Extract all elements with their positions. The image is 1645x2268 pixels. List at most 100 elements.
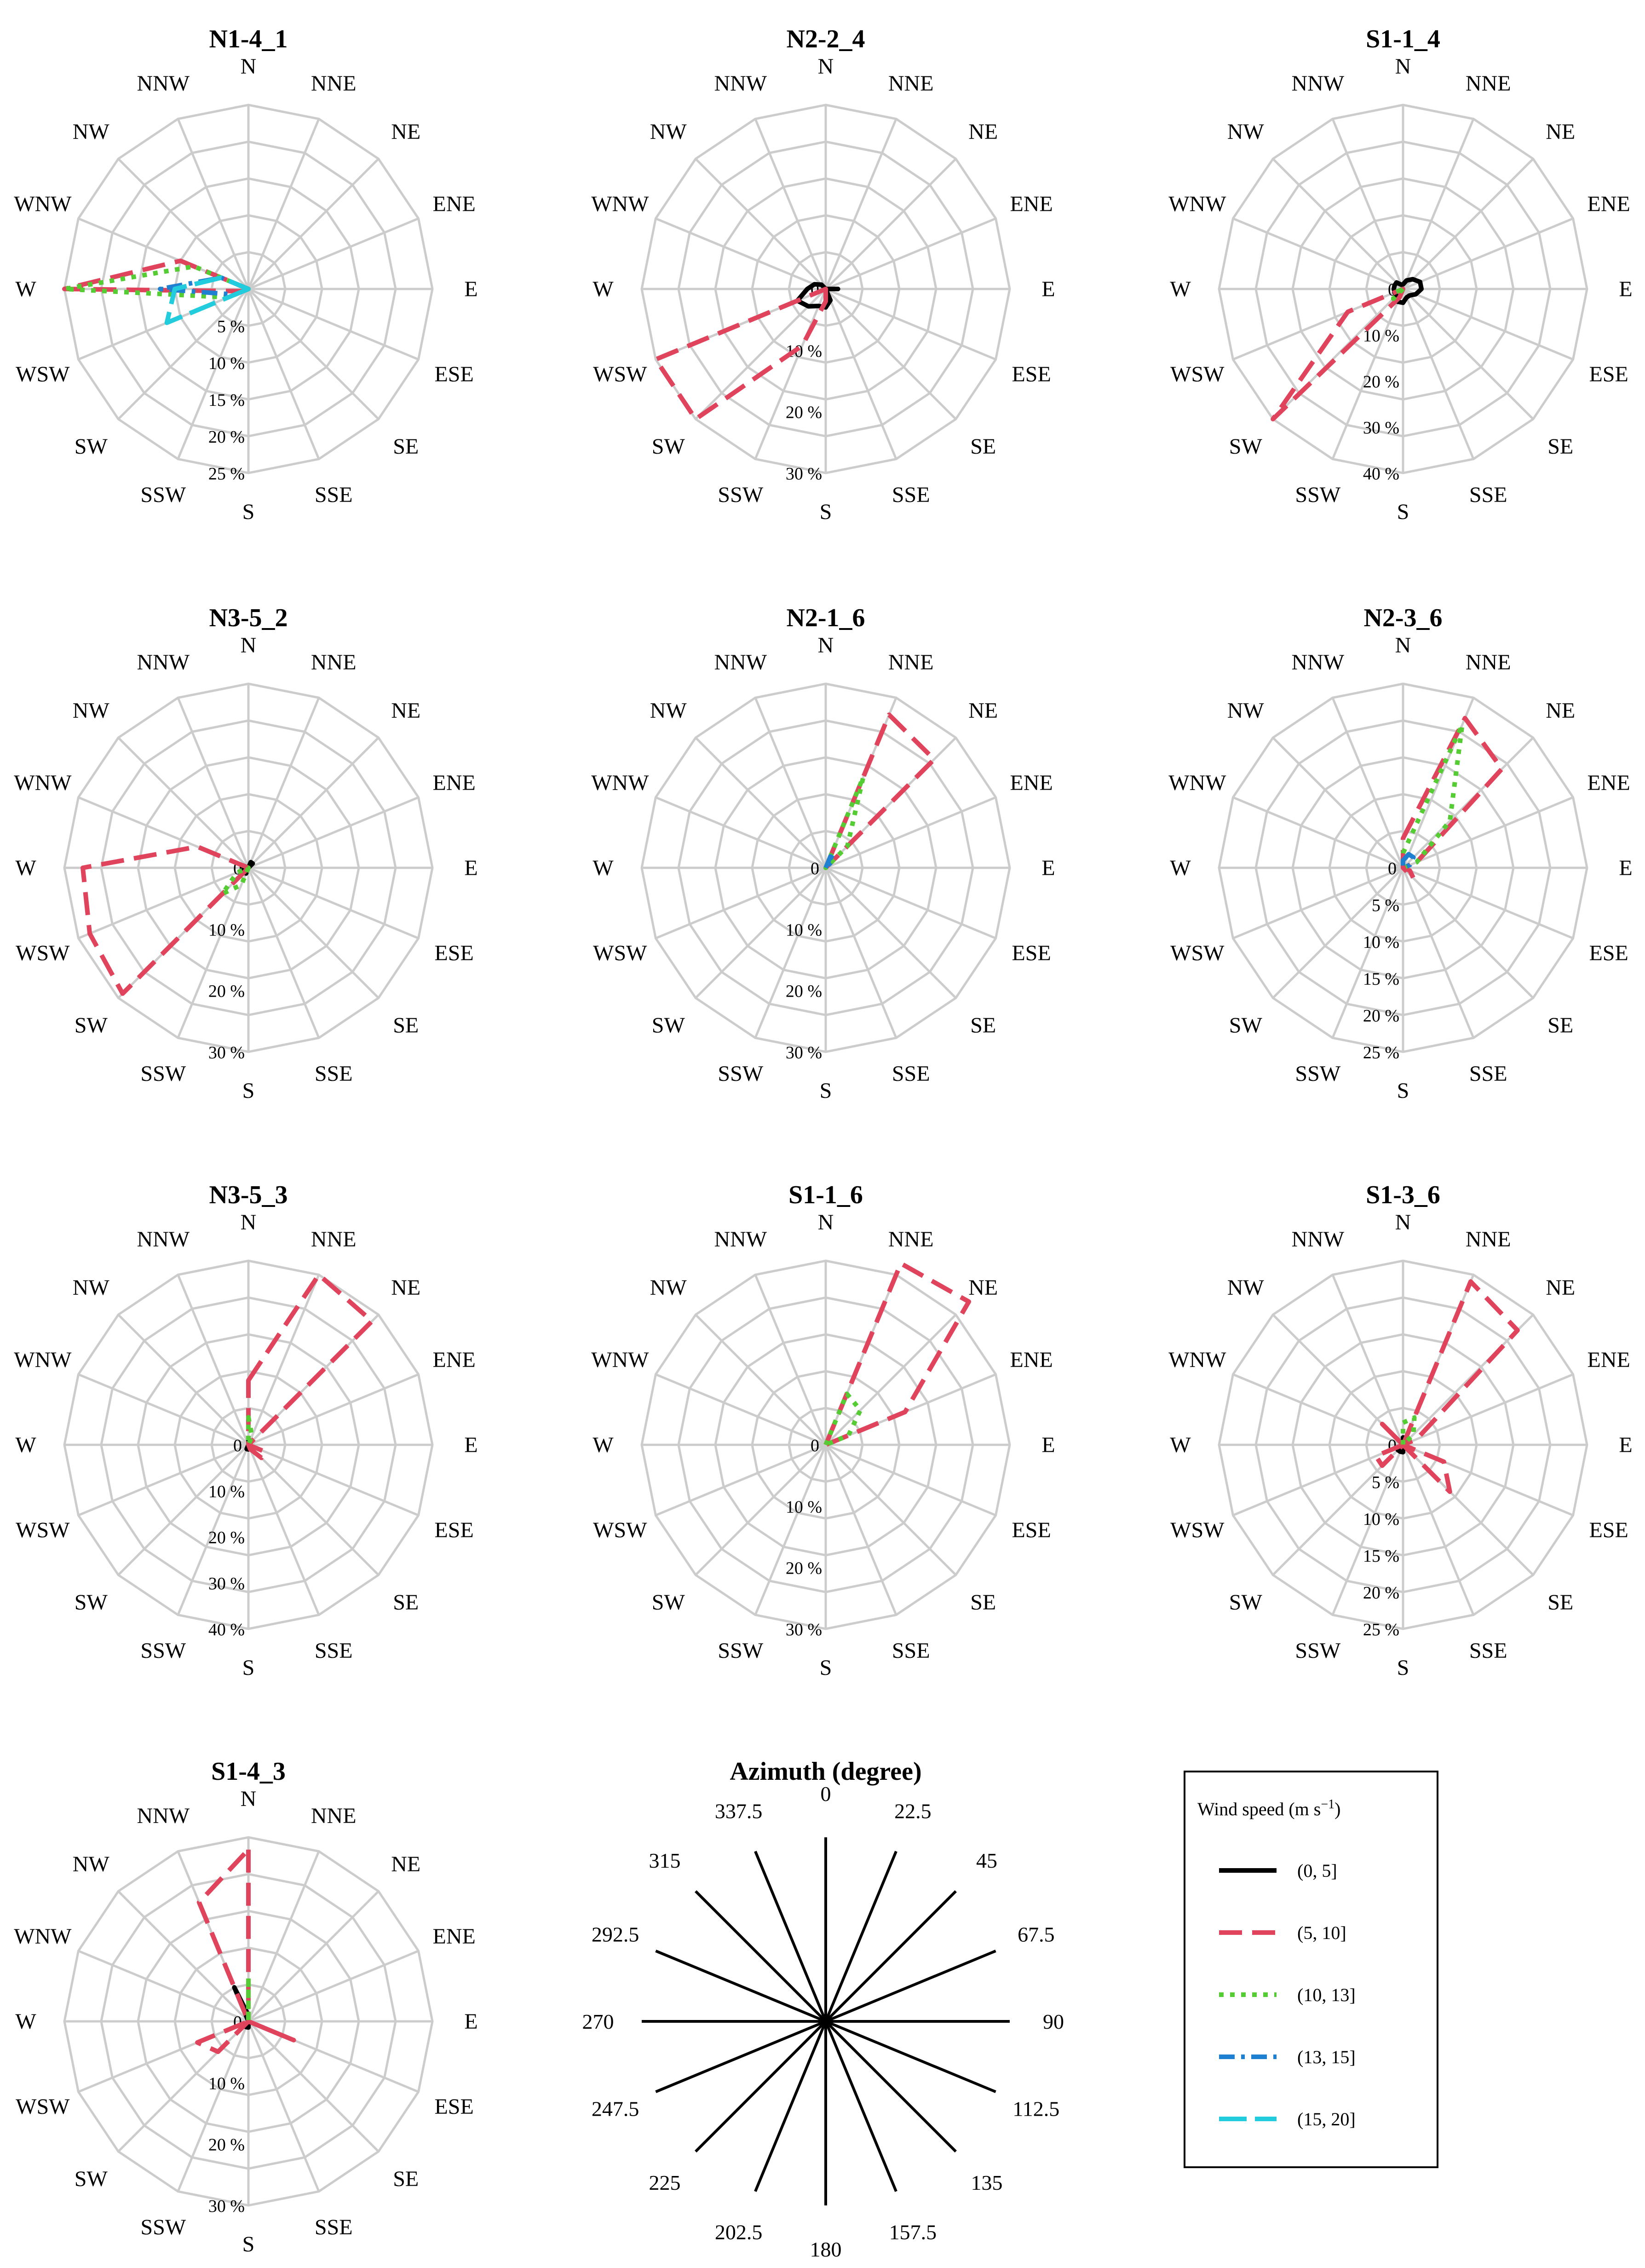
direction-label-nne: NNE [1466,650,1511,675]
rose-n1-4-1: N1-4_1N NNE NE ENE E ESE SE SSE S SSW SW WSW W WNW NW N… [14,25,477,524]
series--13-15--line [1401,852,1416,870]
direction-label-n: N [818,633,834,658]
grid-spoke [247,737,380,869]
rose-title: N2-1_6 [786,604,865,632]
grid-spoke [117,1890,249,2022]
direction-label-wsw: WSW [593,362,647,387]
rose-title: S1-4_3 [211,1757,286,1786]
direction-label-ssw: SSW [718,483,763,507]
tick-label: 10 % [208,2074,245,2093]
direction-label-e: E [1041,277,1055,301]
direction-label-nw: NW [650,698,687,723]
grid-spoke [248,217,419,290]
azimuth-label: 22.5 [894,1800,932,1823]
tick-label: 25 % [1363,1043,1399,1062]
direction-label-wsw: WSW [16,1518,70,1542]
grid-spoke [1402,697,1475,868]
direction-label-sse: SSE [892,1639,930,1663]
azimuth-panel: Azimuth (degree)0 22.5 45 67.5 90 112.5 135 157… [582,1757,1064,2261]
direction-label-n: N [1395,54,1411,79]
direction-label-sse: SSE [892,1062,930,1086]
rose-n2-3-6: N2-3_6N NNE NE ENE E ESE SE SSE S SSW SW WSW W WNW NW N… [1168,604,1632,1103]
grid-spoke [695,158,827,290]
direction-label-ene: ENE [433,192,476,216]
direction-label-sse: SSE [315,483,353,507]
legend-label--15-20-: (15, 20] [1297,2109,1356,2129]
tick-label: 20 % [208,427,245,447]
direction-label-ssw: SSW [718,1639,763,1663]
direction-label-n: N [1395,633,1411,658]
direction-label-w: W [592,856,614,880]
grid-spoke [247,867,320,1039]
grid-spoke [1331,289,1404,460]
direction-label-w: W [15,1433,36,1457]
direction-label-w: W [592,1433,614,1457]
direction-label-n: N [241,1210,257,1235]
series--5-10--line [823,1261,972,1447]
series--10-13--line [823,1391,863,1447]
tick-label: 20 % [786,1559,822,1578]
rose-title: N2-2_4 [786,25,865,53]
direction-label-ese: ESE [1012,362,1051,387]
direction-label-ese: ESE [434,362,473,387]
azimuth-spoke [655,1950,827,2023]
tick-label-zero: 0 [811,1436,819,1455]
grid-spoke [78,866,249,940]
direction-label-ssw: SSW [140,2215,186,2239]
direction-label-ene: ENE [433,1924,476,1949]
grid-spoke [825,866,996,940]
direction-label-s: S [242,2232,255,2256]
direction-label-nne: NNE [1466,71,1511,96]
series--5-10--line [1373,1279,1520,1494]
direction-label-nw: NW [73,1275,110,1300]
tick-label-zero: 0 [233,1436,242,1455]
azimuth-spoke [695,2020,827,2153]
grid-spoke [247,697,320,868]
direction-label-sw: SW [75,2167,108,2191]
direction-label-nnw: NNW [714,1227,767,1252]
direction-label-se: SE [393,1013,419,1038]
rose-title: N2-3_6 [1363,604,1442,632]
azimuth-spoke [824,2020,897,2192]
grid-spoke [1232,1373,1403,1446]
grid-spoke [695,867,827,999]
grid-spoke [695,1444,827,1576]
tick-label: 10 % [208,354,245,373]
direction-label-e: E [464,856,477,880]
grid-spoke [1331,697,1404,868]
direction-label-se: SE [970,1590,996,1615]
azimuth-spoke [824,1890,957,2023]
tick-label: 20 % [1363,1583,1399,1603]
tick-label: 20 % [786,403,822,422]
grid-spoke [754,289,827,460]
tick-label: 10 % [786,920,822,940]
direction-label-se: SE [393,1590,419,1615]
direction-label-ne: NE [968,698,998,723]
tick-label: 5 % [1372,896,1399,915]
grid-spoke [825,1314,957,1446]
direction-label-sw: SW [652,434,685,459]
grid-spoke [117,288,249,420]
direction-label-wnw: WNW [591,1348,649,1372]
legend-label--0-5-: (0, 5] [1297,1860,1337,1881]
direction-label-ne: NE [1546,120,1575,144]
azimuth-spoke [825,2020,996,2093]
direction-label-e: E [464,2009,477,2034]
direction-label-e: E [1619,1433,1632,1457]
tick-label: 15 % [1363,970,1399,989]
grid-spoke [1331,1274,1404,1445]
direction-label-sse: SSE [1469,483,1507,507]
tick-label-zero: 0 [1388,859,1397,878]
direction-label-ssw: SSW [1295,1639,1340,1663]
tick-label: 20 % [1363,372,1399,392]
azimuth-spoke [695,1890,827,2023]
grid-spoke [247,289,320,460]
direction-label-sse: SSE [315,2215,353,2239]
series--5-10--line [1271,287,1405,421]
grid-spoke [117,1314,249,1446]
series--10-13--line [62,264,251,300]
grid-spoke [1402,288,1534,420]
direction-label-wsw: WSW [1170,362,1225,387]
direction-label-se: SE [1547,434,1573,459]
grid-spoke [754,118,827,289]
